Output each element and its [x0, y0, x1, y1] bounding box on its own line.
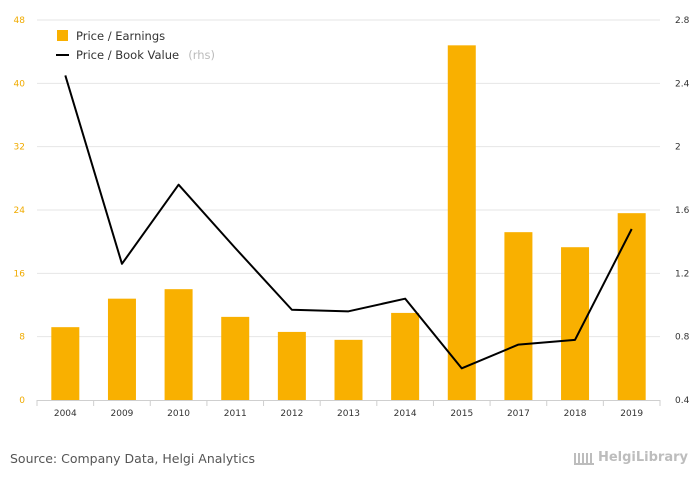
grid-lines: [37, 19, 660, 338]
x-tick-label: 2004: [54, 409, 77, 419]
bar-pe: [561, 247, 590, 400]
bar-pe: [504, 232, 533, 400]
x-axis: [36, 400, 661, 406]
y-left-tick-label: 8: [19, 333, 25, 343]
y-axis-right: 0.4 0.8 1.2 1.6 2 2.4 2.8: [675, 16, 690, 406]
x-tick-label: 2012: [280, 409, 303, 419]
x-tick-label: 2015: [450, 409, 473, 419]
y-left-tick-label: 48: [14, 16, 26, 26]
bar-pe: [617, 213, 646, 400]
y-right-tick-label: 2.4: [675, 79, 690, 89]
bar-pe: [107, 298, 136, 400]
y-axis-left: 0 8 16 24 32 40 48: [14, 16, 26, 406]
x-tick-labels: 2004 2009 2010 2011 2012 2013 2014 2015 2017 2018…: [54, 409, 644, 419]
brand-name: HelgiLibrary: [597, 449, 688, 465]
x-tick-label: 2011: [224, 409, 247, 419]
y-right-tick-label: 0.8: [675, 333, 690, 343]
y-left-tick-label: 0: [19, 396, 25, 406]
x-tick-label: 2010: [167, 409, 190, 419]
y-left-tick-label: 24: [14, 206, 26, 216]
bar-pe: [391, 312, 420, 400]
legend-swatch-bar: [57, 30, 68, 41]
bar-pe: [221, 316, 250, 400]
y-left-tick-label: 16: [14, 269, 26, 279]
y-right-tick-label: 1.6: [675, 206, 690, 216]
y-right-tick-label: 1.2: [675, 269, 689, 279]
legend-label-pb: Price / Book Value (rhs): [76, 44, 215, 63]
bar-series: [51, 45, 646, 400]
legend: Price / Earnings Price / Book Value (rhs…: [56, 29, 215, 63]
y-left-tick-label: 40: [14, 79, 26, 89]
x-tick-label: 2013: [337, 409, 360, 419]
y-left-tick-label: 32: [14, 143, 25, 153]
y-right-tick-label: 0.4: [675, 396, 690, 406]
x-tick-label: 2019: [620, 409, 643, 419]
bar-pe: [51, 327, 80, 400]
line-pb: [64, 75, 633, 370]
bar-pe: [164, 289, 193, 400]
legend-label-pe: Price / Earnings: [76, 29, 165, 43]
bar-pe: [277, 331, 306, 400]
x-tick-label: 2018: [564, 409, 587, 419]
source-note: Source: Company Data, Helgi Analytics: [10, 451, 256, 466]
x-tick-label: 2014: [394, 409, 417, 419]
x-tick-label: 2017: [507, 409, 530, 419]
legend-label-pb-suffix: (rhs): [188, 48, 215, 62]
y-right-tick-label: 2: [675, 143, 681, 153]
bar-pe: [447, 45, 476, 400]
bar-pe: [334, 339, 363, 400]
library-icon: [573, 449, 594, 465]
brand-logo: HelgiLibrary: [573, 449, 688, 465]
line-series: [64, 75, 633, 370]
x-tick-label: 2009: [111, 409, 134, 419]
y-right-tick-label: 2.8: [675, 16, 690, 26]
legend-label-pb-name: Price / Book Value: [76, 48, 179, 62]
